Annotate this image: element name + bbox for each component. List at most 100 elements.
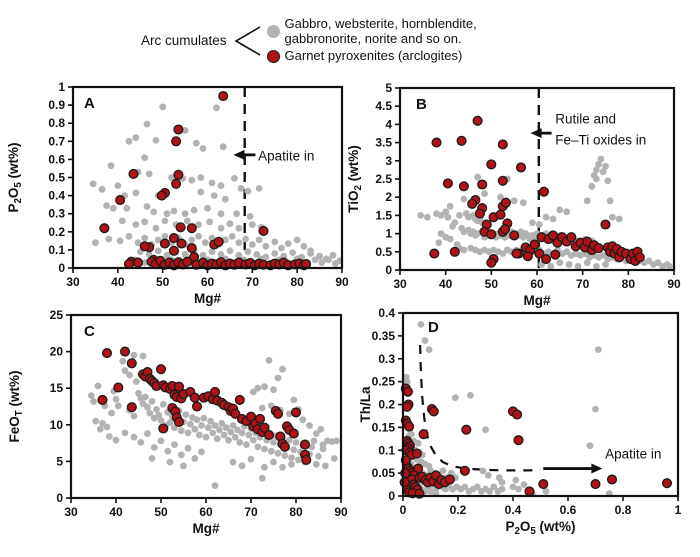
data-point-arclogite (156, 190, 167, 201)
data-point-cumulate (109, 204, 117, 212)
y-tick-label: 0.7 (48, 134, 65, 148)
data-point-arclogite (550, 249, 561, 260)
x-tick-label: 90 (667, 277, 681, 291)
data-point-arclogite (101, 348, 113, 359)
data-point-arclogite (404, 421, 415, 432)
legend-bracket-icon (233, 25, 260, 56)
data-point-cumulate (92, 417, 100, 425)
data-point-arclogite (175, 222, 186, 233)
data-point-cumulate (265, 357, 273, 364)
data-point-cumulate (473, 483, 481, 491)
data-point-cumulate (261, 445, 268, 453)
data-point-cumulate (542, 213, 550, 221)
series-arclogites (429, 115, 645, 268)
data-point-cumulate (222, 424, 230, 432)
data-point-cumulate (157, 437, 165, 445)
data-point-cumulate (139, 352, 147, 360)
legend-item-cumulates: Gabbro, websterite, hornblendite, gabbro… (266, 16, 503, 46)
data-point-cumulate (490, 483, 498, 491)
data-point-cumulate (186, 420, 194, 428)
data-point-arclogite (486, 257, 497, 268)
data-point-cumulate (308, 443, 316, 451)
data-point-arclogite (606, 474, 618, 485)
data-point-cumulate (96, 425, 104, 433)
data-point-cumulate (164, 447, 172, 455)
y-tick-label: 0.4 (378, 306, 395, 320)
data-point-arclogite (272, 408, 284, 419)
data-point-cumulate (190, 206, 198, 214)
data-point-cumulate (498, 478, 506, 486)
data-point-cumulate (311, 256, 319, 264)
panel-letter: D (428, 319, 439, 336)
data-point-cumulate (235, 224, 243, 232)
data-point-cumulate (456, 212, 463, 219)
data-point-arclogite (444, 474, 455, 485)
data-point-cumulate (292, 439, 300, 446)
data-point-cumulate (512, 476, 520, 484)
data-point-arclogite (279, 441, 290, 452)
data-point-cumulate (183, 217, 191, 225)
data-point-arclogite (254, 413, 266, 424)
data-point-cumulate (417, 321, 425, 328)
data-point-cumulate (107, 162, 115, 170)
data-point-cumulate (583, 259, 591, 267)
data-point-arclogite (499, 224, 511, 235)
data-point-cumulate (435, 239, 443, 247)
data-point-cumulate (226, 220, 234, 228)
data-point-cumulate (315, 452, 322, 460)
y-tick-label: 0.05 (372, 466, 396, 480)
data-point-arclogite (429, 248, 440, 259)
cumulates-marker-icon (266, 25, 280, 39)
data-point-cumulate (177, 451, 185, 459)
data-point-cumulate (606, 197, 614, 205)
data-point-cumulate (150, 208, 158, 216)
data-point-arclogite (173, 381, 185, 392)
data-point-cumulate (126, 371, 133, 379)
y-tick-label: 0.35 (372, 329, 396, 343)
data-point-arclogite (402, 386, 413, 397)
data-point-cumulate (325, 256, 332, 264)
data-point-cumulate (592, 405, 599, 413)
data-point-cumulate (116, 237, 124, 245)
legend-items: Gabbro, websterite, hornblendite, gabbro… (266, 16, 503, 64)
data-point-arclogite (399, 477, 410, 488)
data-point-arclogite (97, 394, 108, 405)
y-tick-label: 25 (50, 308, 64, 322)
data-point-cumulate (125, 232, 133, 240)
data-point-cumulate (159, 103, 167, 111)
data-point-arclogite (209, 386, 221, 397)
data-point-cumulate (141, 218, 149, 226)
data-point-cumulate (152, 224, 160, 232)
y-tick-label: 0.1 (48, 243, 65, 257)
data-point-arclogite (497, 175, 508, 186)
legend-item-arclogites: Garnet pyroxenites (arclogites) (266, 49, 503, 64)
data-point-arclogite (186, 223, 197, 234)
x-tick-label: 70 (576, 277, 590, 291)
x-tick-label: 0.4 (505, 503, 522, 517)
data-point-cumulate (201, 239, 209, 247)
data-point-cumulate (166, 458, 174, 466)
data-point-cumulate (197, 188, 205, 196)
data-point-cumulate (130, 433, 138, 441)
data-point-cumulate (217, 224, 225, 232)
data-point-cumulate (141, 393, 149, 401)
panel-B: 30 40 50 60 70 80 90 0 0.5 1 1.5 2 2.5 3 3.5 4 4.5 5 Mg# Ti… (346, 81, 681, 308)
data-point-cumulate (199, 145, 207, 152)
data-point-cumulate (421, 337, 429, 344)
data-point-cumulate (547, 263, 555, 270)
data-point-cumulate (414, 440, 422, 447)
data-point-cumulate (318, 259, 326, 266)
data-point-cumulate (254, 384, 262, 392)
data-point-cumulate (144, 403, 151, 411)
data-point-arclogite (155, 364, 167, 375)
data-point-arclogite (301, 454, 312, 465)
data-point-arclogite (513, 435, 524, 446)
data-point-cumulate (271, 238, 279, 246)
data-point-cumulate (474, 173, 481, 181)
data-point-cumulate (218, 419, 226, 427)
y-tick-label: 0.15 (372, 420, 396, 434)
y-tick-label: 2.5 (375, 172, 392, 186)
data-point-cumulate (542, 488, 550, 495)
data-point-arclogite (456, 135, 467, 146)
